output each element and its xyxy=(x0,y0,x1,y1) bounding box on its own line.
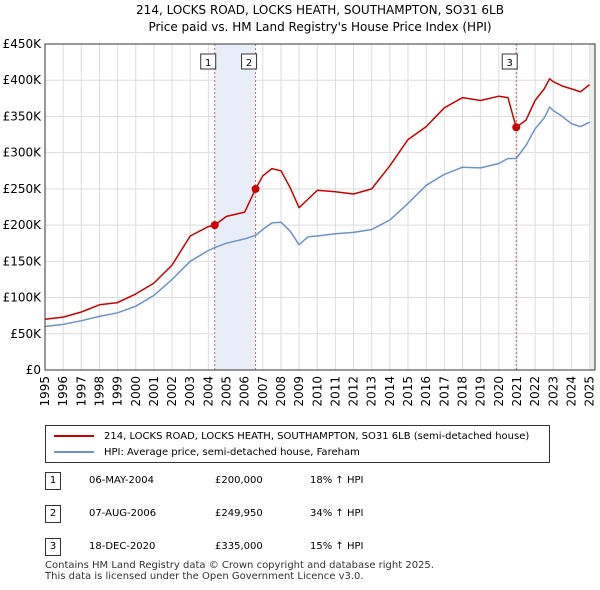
transaction-number: 2 xyxy=(45,505,61,523)
y-tick-label: £450K xyxy=(3,37,43,51)
sale-point xyxy=(512,123,521,132)
transaction-hpi-change: 34% ↑ HPI xyxy=(310,508,364,519)
transaction-row: 2 07-AUG-2006 £249,950 34% ↑ HPI xyxy=(45,505,405,523)
transaction-date: 18-DEC-2020 xyxy=(89,541,156,552)
legend-label-hpi: HPI: Average price, semi-detached house,… xyxy=(104,447,360,458)
sale-point xyxy=(251,184,260,193)
sale-marker-label: 1 xyxy=(205,58,211,69)
x-tick-label: 2009 xyxy=(292,376,306,407)
x-tick-label: 2016 xyxy=(419,376,433,407)
plot-frame xyxy=(44,43,596,371)
transaction-number: 3 xyxy=(45,538,61,556)
transaction-row: 1 06-MAY-2004 £200,000 18% ↑ HPI xyxy=(45,472,405,490)
x-tick-label: 2019 xyxy=(474,376,488,407)
sale-point xyxy=(210,221,219,230)
transaction-date: 06-MAY-2004 xyxy=(89,475,155,486)
footer: Contains HM Land Registry data © Crown c… xyxy=(45,560,434,582)
legend: 214, LOCKS ROAD, LOCKS HEATH, SOUTHAMPTO… xyxy=(45,425,550,463)
x-tick-label: 1997 xyxy=(74,376,88,407)
legend-label-property: 214, LOCKS ROAD, LOCKS HEATH, SOUTHAMPTO… xyxy=(104,431,530,442)
transaction-price: £335,000 xyxy=(215,541,263,552)
sale-marker-box xyxy=(501,53,518,70)
y-tick-label: £300K xyxy=(3,146,43,160)
transaction-hpi-change: 18% ↑ HPI xyxy=(310,475,364,486)
property-price-line xyxy=(44,78,591,321)
x-tick-label: 2021 xyxy=(510,376,524,407)
x-tick-label: 2004 xyxy=(201,376,215,407)
x-tick-label: 2000 xyxy=(129,376,143,407)
y-tick-label: £0 xyxy=(26,363,41,377)
y-tick-label: £400K xyxy=(3,73,43,87)
legend-item-property: 214, LOCKS ROAD, LOCKS HEATH, SOUTHAMPTO… xyxy=(54,429,529,445)
chart-title: 214, LOCKS ROAD, LOCKS HEATH, SOUTHAMPTO… xyxy=(136,3,504,17)
transaction-price: £200,000 xyxy=(215,475,263,486)
x-tick-label: 2024 xyxy=(564,376,578,407)
x-tick-label: 2003 xyxy=(183,376,197,407)
x-tick-label: 2005 xyxy=(220,376,234,407)
sale-marker-box xyxy=(200,53,217,70)
x-tick-label: 2018 xyxy=(455,376,469,407)
shaded-period xyxy=(214,44,256,370)
x-tick-label: 1999 xyxy=(111,376,125,407)
y-tick-label: £250K xyxy=(3,182,43,196)
transaction-date: 07-AUG-2006 xyxy=(89,508,157,519)
x-tick-label: 1995 xyxy=(38,376,52,407)
x-tick-label: 2013 xyxy=(365,376,379,407)
x-tick-label: 2008 xyxy=(274,376,288,407)
chart-subtitle: Price paid vs. HM Land Registry's House … xyxy=(148,20,491,34)
legend-swatch-property xyxy=(54,435,94,437)
x-tick-label: 2007 xyxy=(256,376,270,407)
x-tick-label: 2002 xyxy=(165,376,179,407)
y-tick-label: £200K xyxy=(3,218,43,232)
legend-item-hpi: HPI: Average price, semi-detached house,… xyxy=(54,445,360,461)
transaction-row: 3 18-DEC-2020 £335,000 15% ↑ HPI xyxy=(45,538,405,556)
x-tick-label: 2010 xyxy=(310,376,324,407)
sale-marker-label: 2 xyxy=(246,58,252,69)
footer-copyright: Contains HM Land Registry data © Crown c… xyxy=(45,560,434,571)
x-tick-label: 2017 xyxy=(437,376,451,407)
x-tick-label: 2011 xyxy=(328,376,342,407)
x-tick-label: 2012 xyxy=(347,376,361,407)
x-tick-label: 2015 xyxy=(401,376,415,407)
x-tick-label: 2022 xyxy=(528,376,542,407)
y-tick-label: £350K xyxy=(3,109,43,123)
legend-swatch-hpi xyxy=(54,451,94,453)
x-tick-label: 1996 xyxy=(56,376,70,407)
x-tick-label: 1998 xyxy=(92,376,106,407)
transaction-price: £249,950 xyxy=(215,508,263,519)
hpi-line xyxy=(44,106,590,328)
x-tick-label: 2014 xyxy=(383,376,397,407)
transaction-hpi-change: 15% ↑ HPI xyxy=(310,541,364,552)
x-tick-label: 2020 xyxy=(492,376,506,407)
y-tick-label: £100K xyxy=(3,291,43,305)
y-tick-label: £150K xyxy=(3,254,43,268)
future-period xyxy=(589,44,595,370)
transaction-number: 1 xyxy=(45,472,61,490)
x-tick-label: 2025 xyxy=(583,376,597,407)
x-tick-label: 2023 xyxy=(546,376,560,407)
x-tick-label: 2006 xyxy=(238,376,252,407)
sale-marker-label: 3 xyxy=(507,58,513,69)
x-tick-label: 2001 xyxy=(147,376,161,407)
sale-marker-box xyxy=(241,53,258,70)
y-tick-label: £50K xyxy=(10,327,42,341)
footer-licence: This data is licensed under the Open Gov… xyxy=(45,571,364,582)
